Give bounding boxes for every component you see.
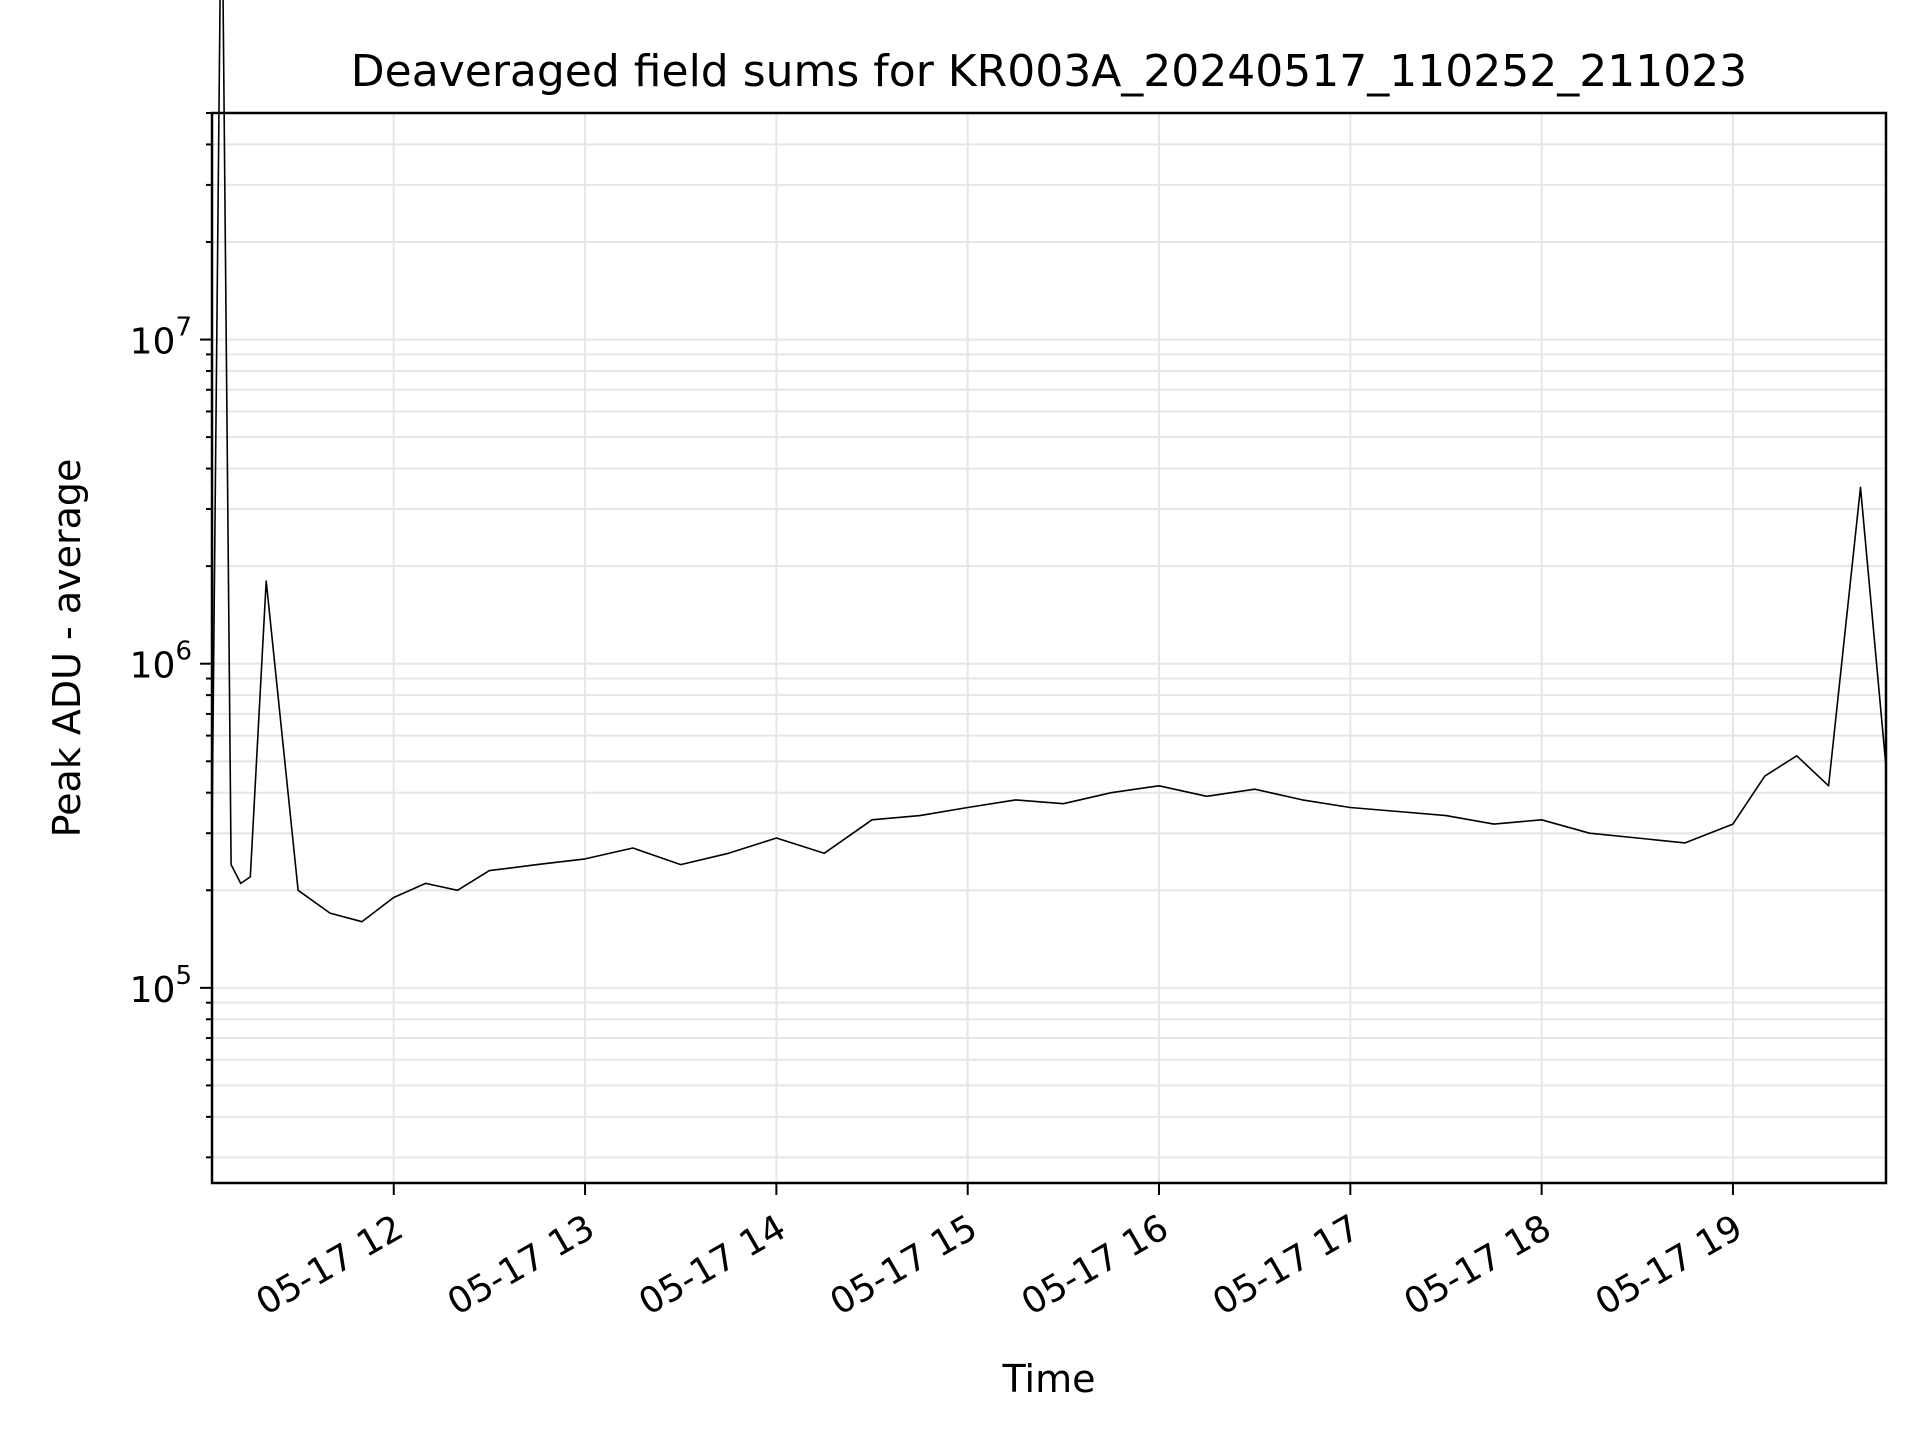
chart-title: Deaveraged field sums for KR003A_2024051… <box>351 46 1747 97</box>
tick-layer: 105 106 107 05-17 12 05-17 13 05-17 14 05-17 1… <box>130 112 1750 1324</box>
y-tick-label: 106 <box>130 637 192 687</box>
series-line-0 <box>211 0 1887 923</box>
x-tick-label: 05-17 14 <box>632 1207 793 1323</box>
x-tick-label: 05-17 15 <box>824 1207 985 1323</box>
x-tick-label: 05-17 18 <box>1397 1207 1558 1323</box>
x-tick-label: 05-17 17 <box>1206 1207 1367 1323</box>
plot-frame <box>210 111 1888 1185</box>
grid-layer <box>212 112 1886 1183</box>
y-axis-label: Peak ADU - average <box>45 459 89 838</box>
x-axis-label: Time <box>1002 1357 1096 1401</box>
x-tick-label: 05-17 16 <box>1015 1207 1176 1323</box>
y-tick-label: 107 <box>130 313 192 363</box>
series-layer <box>211 0 1887 923</box>
y-tick-label: 105 <box>130 961 192 1011</box>
x-tick-label: 05-17 12 <box>250 1207 411 1323</box>
x-tick-label: 05-17 19 <box>1589 1207 1750 1323</box>
x-tick-label: 05-17 13 <box>441 1207 602 1323</box>
